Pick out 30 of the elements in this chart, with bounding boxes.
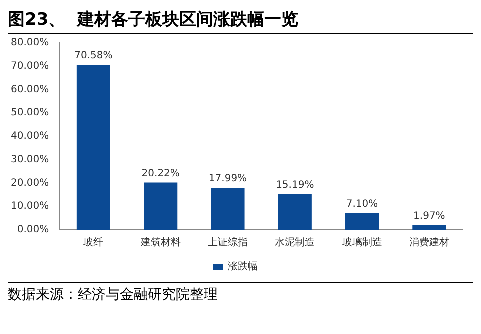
y-tick-label: 30.00% <box>10 154 50 166</box>
x-tick-label: 玻纤 <box>84 236 104 249</box>
source-note: 数据来源：经济与金融研究院整理 <box>8 286 219 304</box>
data-label: 7.10% <box>346 198 378 210</box>
y-tick-label: 70.00% <box>10 60 50 72</box>
x-tick-label: 水泥制造 <box>275 236 316 249</box>
bar <box>412 225 446 230</box>
bar <box>76 65 110 230</box>
bar <box>211 188 245 230</box>
data-label: 70.58% <box>74 50 113 62</box>
data-label: 15.19% <box>276 180 314 192</box>
y-tick-label: 80.00% <box>10 38 50 49</box>
y-tick-label: 10.00% <box>10 201 50 212</box>
x-tick-label: 上证综指 <box>208 236 248 249</box>
x-tick-label: 建筑材料 <box>140 236 181 249</box>
data-label: 17.99% <box>208 174 248 185</box>
x-tick-label: 玻璃制造 <box>342 236 382 249</box>
y-tick-label: 60.00% <box>10 84 50 96</box>
legend-label: 涨跌幅 <box>228 260 258 273</box>
data-label: 20.22% <box>142 168 180 180</box>
x-tick-label: 消费建材 <box>409 236 450 249</box>
chart-title: 图23、 建材各子板块区间涨跌幅一览 <box>8 8 473 34</box>
bar <box>345 213 380 230</box>
y-tick-label: 40.00% <box>10 131 50 142</box>
y-tick-label: 50.00% <box>10 108 50 119</box>
y-tick-label: 20.00% <box>10 178 50 189</box>
bar <box>278 194 312 230</box>
y-tick-label: 0.00% <box>17 224 50 236</box>
bar <box>144 182 178 230</box>
data-label: 1.97% <box>414 210 446 222</box>
